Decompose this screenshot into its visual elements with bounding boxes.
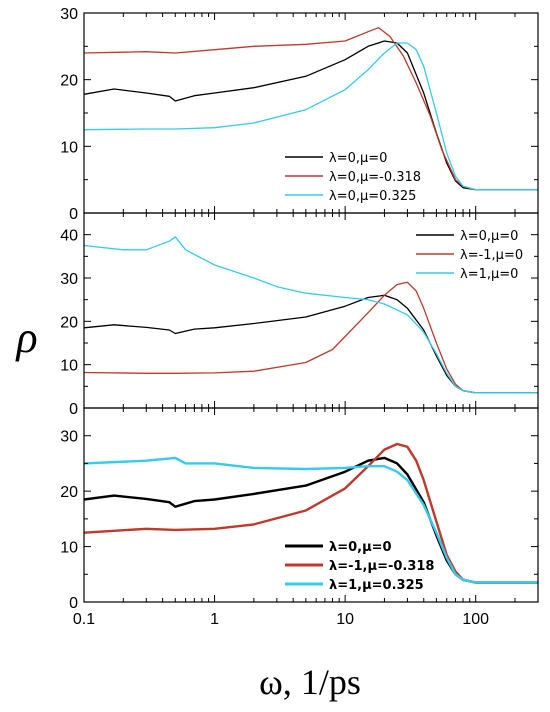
panel-3: 0 10 20 30 λ=0,μ=0 λ=-1,μ=-0.318 λ=1,μ=0.325 bbox=[60, 407, 539, 612]
y-tick-label: 30 bbox=[60, 271, 78, 288]
legend-label: λ=1,μ=0.325 bbox=[329, 578, 424, 593]
y-tick-label: 0 bbox=[69, 595, 78, 612]
y-tick-label: 10 bbox=[60, 139, 78, 156]
x-tick-label: 100 bbox=[462, 611, 489, 628]
chart-panels: 0102030λ=0,μ=0λ=0,μ=-0.318λ=0,μ=0.325010… bbox=[60, 6, 539, 628]
y-tick-label: 10 bbox=[60, 540, 78, 557]
series-line-1-1 bbox=[83, 40, 538, 191]
series-line-2-1 bbox=[83, 294, 538, 394]
panel-frame-1 bbox=[83, 12, 539, 214]
legend-label: λ=-1,μ=0 bbox=[460, 248, 523, 263]
series-line-2-3 bbox=[83, 236, 538, 394]
y-tick-label: 20 bbox=[60, 484, 78, 501]
x-tick-label: 0.1 bbox=[73, 611, 95, 628]
y-tick-label: 30 bbox=[60, 429, 78, 446]
series-line-3-3 bbox=[83, 456, 538, 584]
y-tick-label: 20 bbox=[60, 314, 78, 331]
legend-label: λ=0,μ=0 bbox=[329, 151, 387, 166]
y-tick-label: 40 bbox=[60, 228, 78, 245]
legend-label: λ=0,μ=0 bbox=[329, 540, 392, 555]
panel-1: 0 10 20 30 λ=0,μ=0 λ=0,μ=-0.318 λ=0,μ=0.325 bbox=[60, 6, 539, 223]
panel-frame-3 bbox=[83, 407, 539, 603]
x-tick-label: 10 bbox=[336, 611, 354, 628]
legend-label: λ=-1,μ=-0.318 bbox=[329, 559, 434, 574]
legend-label: λ=0,μ=0 bbox=[460, 229, 518, 244]
series-line-1-2 bbox=[83, 27, 538, 191]
y-axis-title: ρ bbox=[14, 313, 37, 362]
legend-label: λ=0,μ=0.325 bbox=[329, 189, 416, 204]
y-tick-label: 20 bbox=[60, 73, 78, 90]
series-line-3-2 bbox=[83, 442, 538, 584]
y-tick-label: 10 bbox=[60, 358, 78, 375]
legend-label: λ=1,μ=0 bbox=[460, 267, 518, 282]
x-axis-title: ω, 1/ps bbox=[259, 662, 361, 702]
y-tick-label: 30 bbox=[60, 6, 78, 23]
panel-2: 0 10 20 30 40 λ=0,μ=0 λ=-1,μ=0 λ=1,μ=0 bbox=[60, 212, 539, 418]
y-tick-label: 0 bbox=[69, 401, 78, 418]
legend-label: λ=0,μ=-0.318 bbox=[329, 170, 421, 185]
series-line-1-3 bbox=[83, 42, 538, 191]
x-tick-label: 1 bbox=[210, 611, 219, 628]
series-line-2-2 bbox=[83, 281, 538, 394]
y-tick-label: 0 bbox=[69, 206, 78, 223]
